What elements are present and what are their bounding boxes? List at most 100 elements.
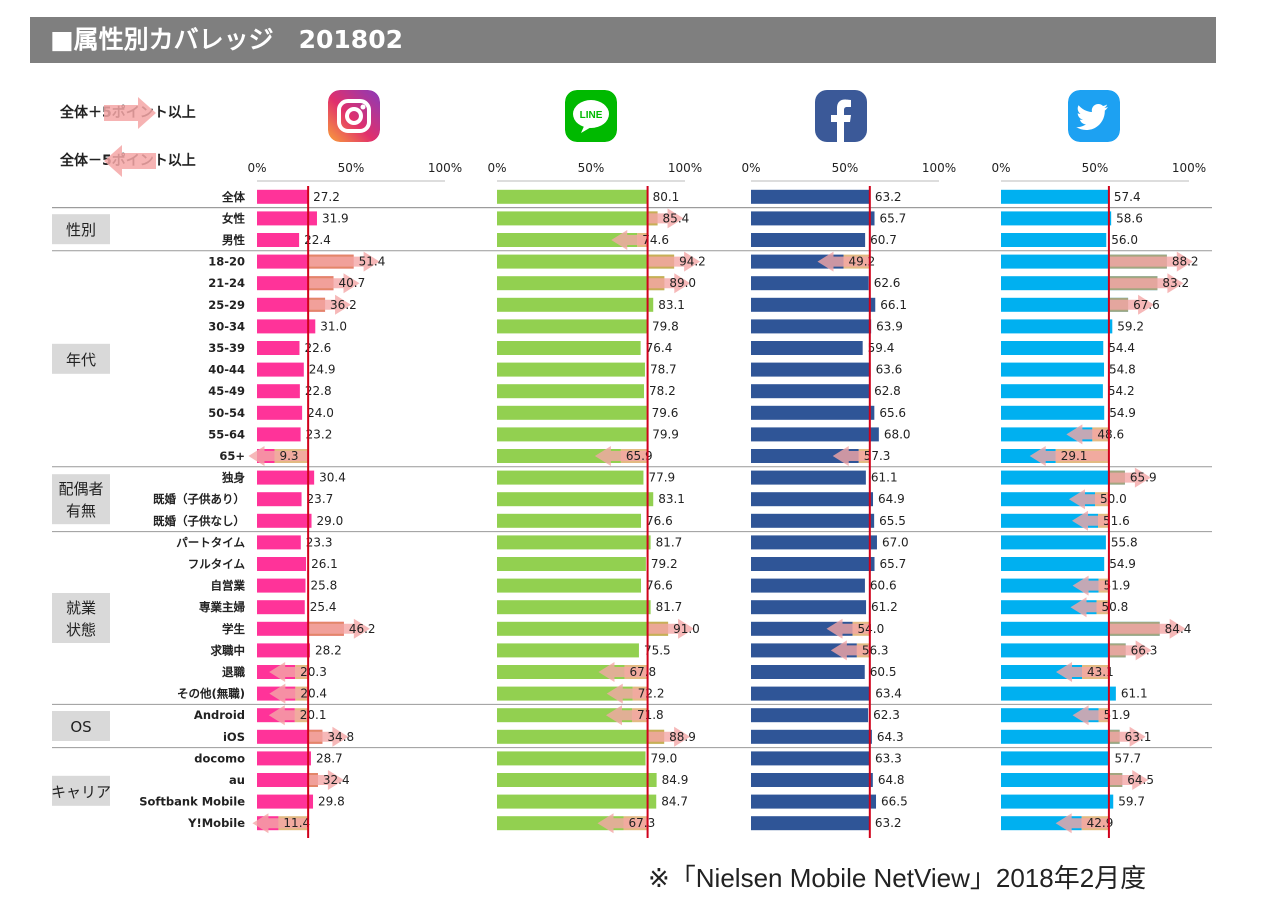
data-label: 74.6 — [642, 233, 669, 247]
data-label: 79.2 — [651, 557, 678, 571]
data-label: 63.2 — [875, 190, 902, 204]
data-label: 23.7 — [307, 492, 334, 506]
data-label: 75.5 — [644, 643, 671, 657]
bar — [1001, 729, 1120, 744]
bar — [497, 492, 654, 507]
bar — [751, 319, 872, 334]
bar — [497, 405, 647, 420]
category-label: 40-44 — [208, 363, 245, 377]
data-label: 77.9 — [648, 471, 675, 485]
plus-arrow — [1108, 294, 1155, 315]
minus-arrow — [606, 683, 648, 704]
data-label: 42.9 — [1087, 816, 1114, 830]
minus-arrow — [269, 683, 309, 704]
bar — [257, 729, 323, 744]
category-label: 退職 — [222, 665, 245, 679]
bar — [751, 427, 879, 442]
data-label: 78.7 — [650, 363, 677, 377]
tick-label: 50% — [1082, 161, 1109, 175]
minus-arrow — [830, 640, 870, 661]
data-label: 59.4 — [868, 341, 895, 355]
bar — [257, 578, 306, 593]
data-label: 29.8 — [318, 795, 345, 809]
category-label: 女性 — [222, 211, 245, 225]
bar — [257, 600, 305, 615]
category-label: 55-64 — [208, 427, 245, 441]
data-label: 63.1 — [1125, 730, 1152, 744]
minus-arrow — [1055, 813, 1109, 834]
bar — [497, 600, 651, 615]
data-label: 72.2 — [638, 687, 665, 701]
bar — [751, 189, 870, 204]
data-label: 28.7 — [316, 751, 343, 765]
bar — [497, 794, 657, 809]
svg-text:LINE: LINE — [580, 110, 603, 121]
data-label: 24.9 — [309, 363, 336, 377]
data-label: 66.1 — [880, 298, 907, 312]
tick-label: 100% — [922, 161, 956, 175]
bar — [257, 751, 311, 766]
data-label: 65.6 — [879, 406, 906, 420]
minus-arrow — [1066, 424, 1109, 445]
bar — [497, 449, 621, 463]
bar — [497, 665, 625, 679]
data-label: 67.0 — [882, 535, 909, 549]
category-label: 男性 — [222, 233, 245, 247]
data-label: 31.9 — [322, 211, 349, 225]
tick-label: 100% — [1172, 161, 1206, 175]
legend-plus-arrow — [104, 97, 156, 129]
category-label: au — [229, 773, 245, 787]
minus-arrow — [598, 662, 648, 682]
bar — [497, 341, 641, 355]
bar — [257, 470, 315, 485]
data-label: 62.6 — [874, 276, 901, 290]
plus-arrow — [308, 251, 380, 272]
data-label: 65.7 — [880, 557, 907, 571]
data-label: 60.5 — [870, 665, 897, 679]
data-label: 58.6 — [1116, 211, 1143, 225]
minus-arrow — [268, 705, 309, 726]
data-label: 28.2 — [315, 643, 342, 657]
bar — [1001, 427, 1093, 442]
data-label: 63.2 — [875, 816, 902, 830]
data-label: 26.1 — [311, 557, 338, 571]
bar — [257, 341, 300, 355]
bar — [497, 384, 645, 399]
data-label: 67.6 — [1133, 298, 1160, 312]
group-label: 状態 — [66, 621, 96, 639]
bar — [751, 341, 863, 355]
bar — [497, 233, 638, 247]
minus-arrow — [248, 446, 309, 466]
plus-arrow — [647, 251, 701, 272]
plus-arrow — [308, 726, 349, 747]
tick-label: 50% — [578, 161, 605, 175]
bar — [751, 686, 871, 701]
data-label: 61.2 — [871, 600, 898, 614]
category-label: 全体 — [221, 190, 245, 204]
minus-arrow — [1070, 597, 1109, 618]
bar — [1001, 535, 1106, 550]
data-label: 59.7 — [1118, 795, 1145, 809]
bar — [1001, 189, 1109, 204]
bar — [1001, 643, 1126, 658]
group-label: 年代 — [66, 351, 96, 369]
data-label: 68.0 — [884, 427, 911, 441]
bar — [497, 708, 632, 723]
category-label: 専業主婦 — [199, 600, 245, 614]
tick-label: 0% — [741, 161, 760, 175]
bar — [1001, 384, 1103, 399]
data-label: 83.2 — [1162, 276, 1189, 290]
data-label: 66.5 — [881, 795, 908, 809]
data-label: 51.9 — [1104, 708, 1131, 722]
data-label: 60.6 — [870, 579, 897, 593]
data-label: 65.7 — [880, 211, 907, 225]
bar — [1001, 492, 1095, 507]
bar — [1001, 751, 1110, 766]
data-label: 63.6 — [876, 363, 903, 377]
category-label: 学生 — [222, 622, 245, 636]
bar — [497, 621, 669, 636]
group-label: 就業 — [66, 599, 96, 617]
minus-arrow — [594, 446, 648, 466]
minus-arrow — [817, 251, 870, 272]
legend-minus-arrow — [104, 145, 156, 177]
